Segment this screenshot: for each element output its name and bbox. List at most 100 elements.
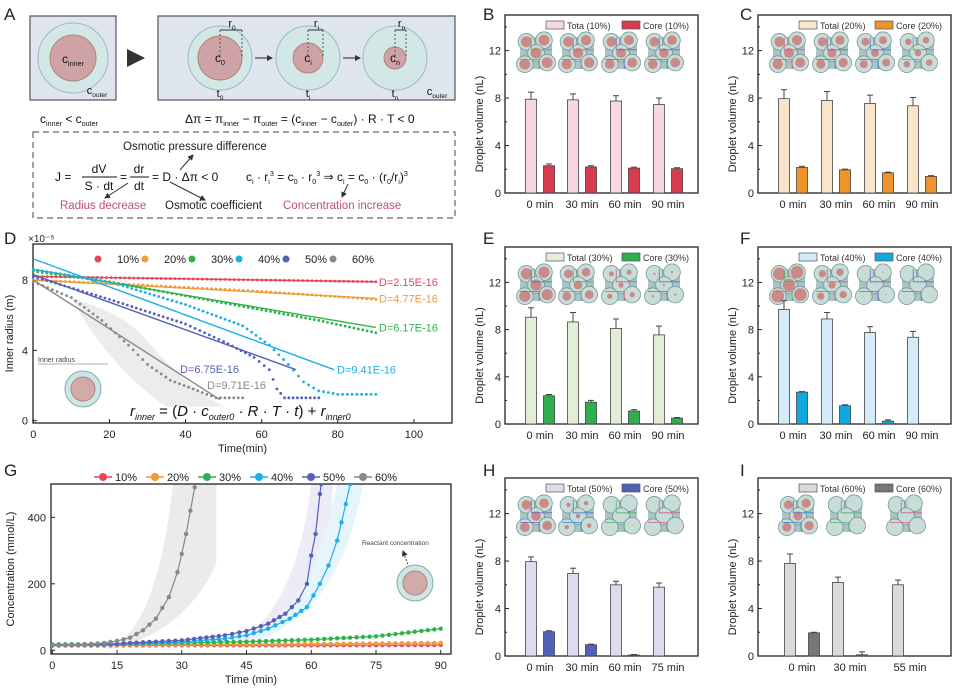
panel-label-a: A [4, 5, 16, 24]
micrograph-inset [601, 494, 641, 536]
data-point [260, 308, 264, 312]
data-point [88, 641, 94, 647]
concentration-increase-label: Concentration increase [283, 200, 401, 212]
data-point [67, 273, 71, 277]
y-tick-label: 12 [742, 509, 754, 521]
x-tick-label: 0 min [780, 199, 807, 211]
fraction-denominator: S · dt [85, 179, 114, 193]
data-point [313, 396, 316, 400]
droplet-shell [898, 287, 916, 305]
legend-swatch [874, 483, 894, 493]
data-point [134, 631, 139, 637]
data-point [45, 270, 49, 274]
bar-core [585, 401, 597, 425]
data-point [217, 337, 221, 341]
droplet-core [670, 57, 681, 68]
c-inner-label: cinner​ [62, 52, 85, 68]
osmotic-pressure-equation: Δπ = πinner​ − πouter​ = (cinner​ − cout… [185, 112, 415, 128]
bar-core [671, 168, 683, 194]
data-point [148, 292, 152, 296]
data-point [265, 621, 271, 626]
data-point [192, 485, 197, 490]
data-point [304, 581, 310, 586]
data-point [90, 292, 93, 296]
droplet-core [520, 268, 533, 280]
legend-swatch [798, 483, 818, 493]
droplet-core [871, 49, 879, 57]
fit-label: D=6.17E-16 [379, 322, 438, 334]
data-point [370, 330, 373, 334]
legend-swatch [798, 252, 818, 262]
arrow-icon [169, 181, 206, 201]
data-point [438, 640, 443, 646]
droplet-core [914, 49, 922, 57]
segmentation-outline [859, 37, 891, 69]
data-point [425, 628, 430, 633]
data-point [210, 312, 214, 316]
data-point [244, 628, 249, 634]
data-point [282, 312, 286, 316]
data-point [367, 641, 372, 646]
panel-a-schematic: r0​ c0​ t0​ ri​ ci​ ti​ rn​ cn​ tn​ couter​ Osmot… [29, 15, 456, 219]
concentration-label-ci: ci​ [304, 51, 312, 67]
droplet-core [616, 48, 626, 58]
data-point [289, 604, 295, 610]
segmentation-outline [520, 37, 552, 69]
text-segment: c [390, 51, 396, 65]
segmentation-outline [562, 37, 594, 69]
droplet-core [793, 511, 803, 521]
x-tick-label: 30 min [565, 199, 598, 211]
bar-total [525, 561, 537, 657]
data-point [63, 642, 68, 648]
text-segment: i [343, 177, 345, 186]
data-point [419, 628, 424, 634]
data-point [63, 273, 67, 276]
data-point [277, 353, 281, 357]
bar-core [839, 169, 851, 194]
droplet-core [653, 272, 656, 275]
data-point [380, 633, 385, 638]
droplet-core [836, 268, 844, 276]
data-point [277, 614, 282, 620]
droplet-core [573, 280, 583, 290]
legend-label: Core (20%) [896, 21, 942, 31]
text-segment: · r [298, 170, 313, 184]
series-40pct: D=9.41E-16 [31, 258, 396, 396]
data-point [244, 633, 249, 638]
y-tick-label: 12 [742, 46, 754, 58]
data-point [193, 326, 197, 330]
data-point [237, 634, 242, 639]
droplet-shell [920, 285, 938, 304]
legend-swatch [621, 252, 641, 262]
legend-label: Core (30%) [643, 253, 689, 263]
legend-label: Core (40%) [896, 253, 942, 263]
text-segment: /r [391, 170, 398, 184]
segmentation-outline [890, 500, 922, 532]
data-point [309, 641, 314, 647]
legend-marker [329, 255, 337, 263]
data-point [134, 288, 138, 292]
data-point [270, 641, 275, 647]
y-axis-label: Droplet volume (nL) [474, 76, 486, 173]
text-segment: i [268, 177, 270, 186]
data-point [257, 360, 261, 363]
data-point [160, 605, 165, 611]
x-tick-label: 75 [370, 660, 382, 672]
panel-label-i: I [740, 461, 745, 480]
bar-total [525, 98, 537, 194]
data-point [179, 321, 183, 324]
data-point [276, 638, 282, 643]
data-point [125, 303, 129, 307]
droplet-shell [645, 496, 664, 514]
y-tick-label: 12 [742, 277, 754, 289]
segmentation-outline [605, 269, 637, 301]
segmentation-outline [782, 500, 814, 532]
droplet-core [879, 36, 887, 45]
droplet-core [795, 57, 806, 68]
y-tick-label: 12 [489, 46, 501, 58]
text-segment: − c [317, 112, 337, 126]
data-point [318, 484, 324, 487]
text-segment: inner [223, 119, 240, 128]
text-segment: 0 [364, 177, 368, 186]
text-segment: r [228, 18, 232, 30]
